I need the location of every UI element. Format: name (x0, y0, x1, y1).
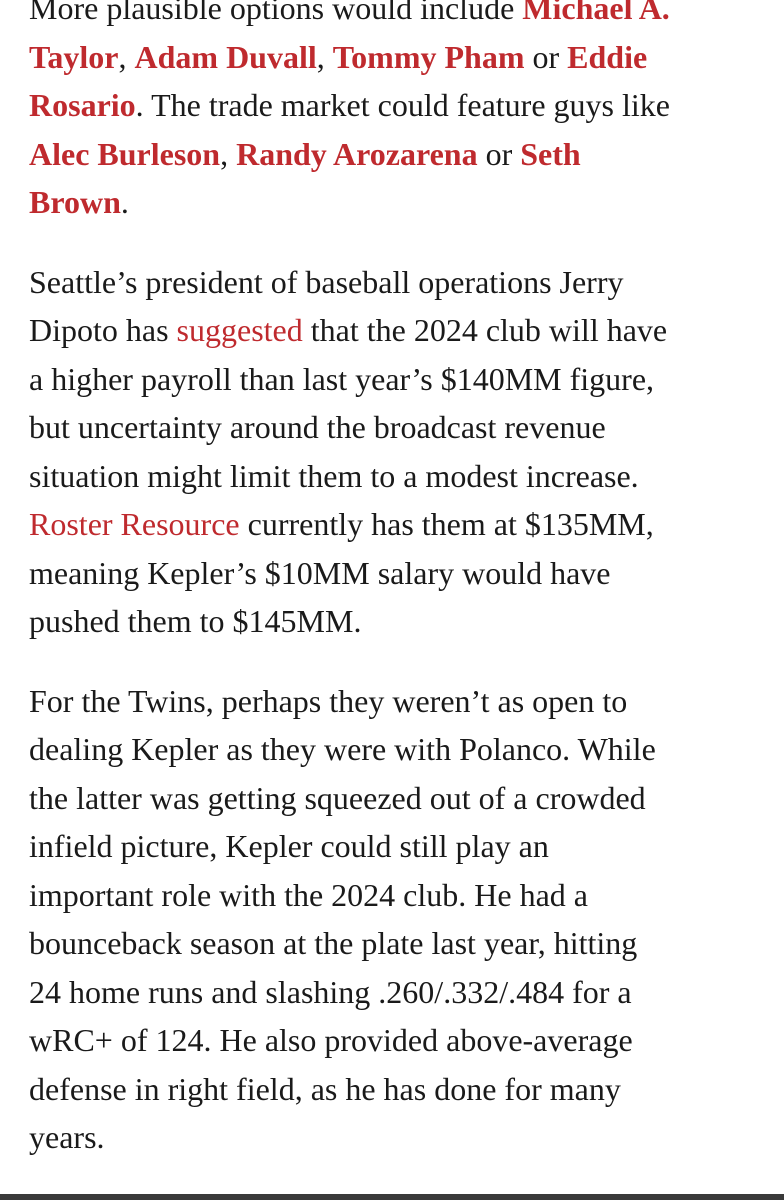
inline-link[interactable]: Brown (29, 184, 121, 220)
text-run: 24 home runs and slashing .260/.332/.484… (29, 973, 632, 1010)
text-run: or (477, 135, 521, 172)
inline-link[interactable]: Randy Arozarena (236, 135, 478, 172)
text-run: defense in right field, as he has done f… (29, 1070, 621, 1107)
text-run: that the 2024 club will have (302, 312, 668, 348)
article-paragraph: For the Twins, perhaps they weren’t as o… (29, 677, 769, 1162)
text-run: currently has them at $135MM, (239, 506, 654, 542)
text-run: a higher payroll than last year’s $140MM… (29, 360, 655, 397)
text-run: , (220, 135, 237, 172)
inline-link[interactable]: Rosario (29, 87, 136, 123)
text-run: years. (29, 1119, 105, 1155)
inline-link[interactable]: Tommy Pham (332, 38, 525, 75)
article-body: More plausible options would include Mic… (29, 0, 769, 1193)
text-run: . (120, 184, 129, 220)
text-run: , (118, 38, 135, 75)
inline-link[interactable]: Adam Duvall (134, 38, 317, 75)
inline-link[interactable]: suggested (176, 312, 303, 348)
text-run: bounceback season at the plate last year… (29, 925, 638, 961)
text-run: Dipoto has (29, 312, 177, 348)
text-run: the latter was getting squeezed out of a… (29, 779, 646, 816)
text-run: , (316, 38, 333, 75)
article-paragraph: More plausible options would include Mic… (29, 0, 769, 227)
inline-link[interactable]: Michael A. (522, 0, 670, 26)
text-run: meaning Kepler’s $10MM salary would have (29, 554, 611, 591)
text-run: wRC+ of 124. He also provided above-aver… (29, 1022, 633, 1058)
text-run: but uncertainty around the broadcast rev… (29, 409, 606, 445)
text-run: More plausible options would include (29, 0, 523, 26)
inline-link[interactable]: Taylor (29, 38, 119, 75)
inline-link[interactable]: Seth (520, 135, 581, 172)
article-paragraph: Seattle’s president of baseball operatio… (29, 258, 769, 646)
bottom-navigation-bar (0, 1194, 784, 1200)
inline-link[interactable]: Eddie (567, 38, 648, 75)
text-run: or (524, 38, 568, 75)
inline-link[interactable]: Roster Resource (29, 506, 240, 542)
text-run: important role with the 2024 club. He ha… (29, 876, 588, 913)
text-run: pushed them to $145MM. (29, 603, 362, 639)
text-run: dealing Kepler as they were with Polanco… (29, 731, 656, 767)
text-run: Seattle’s president of baseball operatio… (29, 263, 624, 300)
text-run: situation might limit them to a modest i… (29, 457, 639, 494)
text-run: infield picture, Kepler could still play… (29, 828, 549, 864)
text-run: For the Twins, perhaps they weren’t as o… (29, 682, 628, 719)
inline-link[interactable]: Alec Burleson (29, 135, 221, 172)
text-run: . The trade market could feature guys li… (135, 87, 670, 123)
